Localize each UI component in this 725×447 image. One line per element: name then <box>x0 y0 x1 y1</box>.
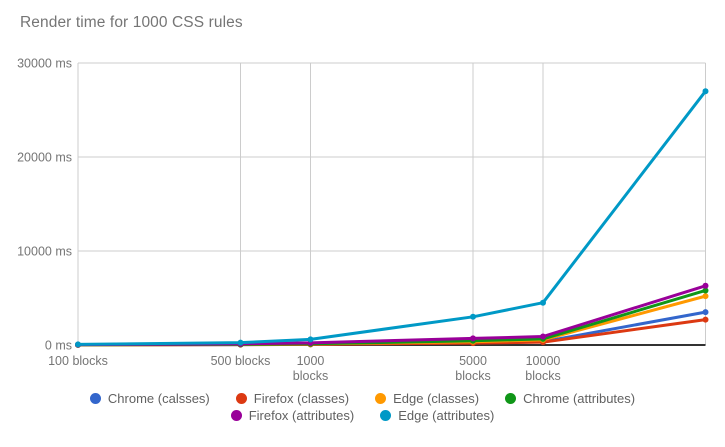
legend-row: Firefox (attributes) Edge (attributes) <box>230 408 494 423</box>
x-axis-tick-label: 10000 <box>526 354 561 368</box>
y-axis-tick-label: 0 ms <box>45 339 72 353</box>
data-point <box>75 341 81 348</box>
legend-label: Edge (attributes) <box>398 408 495 423</box>
y-axis-tick-label: 20000 ms <box>17 151 72 165</box>
x-axis-tick-label: 1000 <box>297 354 325 368</box>
legend-item[interactable]: Chrome (attributes) <box>505 391 635 406</box>
data-point <box>470 313 477 320</box>
x-axis-tick-label: 100 blocks <box>48 354 108 368</box>
x-axis-tick-label: blocks <box>455 369 490 383</box>
data-point <box>307 336 314 343</box>
legend-color-dot <box>375 393 387 404</box>
legend-color-dot <box>380 410 392 421</box>
legend-label: Edge (classes) <box>393 391 480 406</box>
chart-legend: Chrome (calsses) Firefox (classes) Edge (c… <box>0 391 725 423</box>
x-axis-tick-label: 5000 <box>459 354 487 368</box>
legend-label: Chrome (calsses) <box>107 391 210 406</box>
data-point <box>702 293 709 300</box>
legend-item[interactable]: Edge (attributes) <box>380 408 494 423</box>
legend-label: Chrome (attributes) <box>523 391 636 406</box>
legend-item[interactable]: Firefox (attributes) <box>230 408 355 423</box>
legend-label: Firefox (attributes) <box>248 408 355 423</box>
x-axis-tick-label: blocks <box>293 369 328 383</box>
data-point <box>237 339 244 346</box>
data-point <box>702 282 709 289</box>
chart-title: Render time for 1000 CSS rules <box>20 14 243 31</box>
series-line <box>76 288 707 347</box>
y-axis-tick-label: 10000 ms <box>17 245 72 259</box>
legend-color-dot <box>89 393 101 404</box>
data-point <box>702 316 709 323</box>
y-axis-tick-label: 30000 ms <box>17 57 72 71</box>
legend-color-dot <box>235 393 247 404</box>
legend-row: Chrome (calsses) Firefox (classes) Edge (c… <box>89 391 635 406</box>
line-chart-plot-area: 0 ms 10000 ms 20000 ms 30000 ms 100 blocks 50… <box>17 57 709 383</box>
series-line <box>76 294 707 347</box>
legend-item[interactable]: Edge (classes) <box>375 391 479 406</box>
legend-item[interactable]: Firefox (classes) <box>235 391 350 406</box>
series-line <box>76 284 707 347</box>
data-point <box>702 287 709 294</box>
series-line <box>76 89 707 346</box>
legend-color-dot <box>505 393 517 404</box>
data-point <box>702 309 709 316</box>
data-point <box>539 333 546 340</box>
legend-color-dot <box>230 410 242 421</box>
data-point <box>702 88 709 95</box>
legend-label: Firefox (classes) <box>253 391 350 406</box>
data-point <box>470 335 477 342</box>
x-axis-tick-label: blocks <box>525 369 560 383</box>
data-point <box>539 299 546 306</box>
x-axis-tick-label: 500 blocks <box>211 354 271 368</box>
legend-item[interactable]: Chrome (calsses) <box>89 391 210 406</box>
